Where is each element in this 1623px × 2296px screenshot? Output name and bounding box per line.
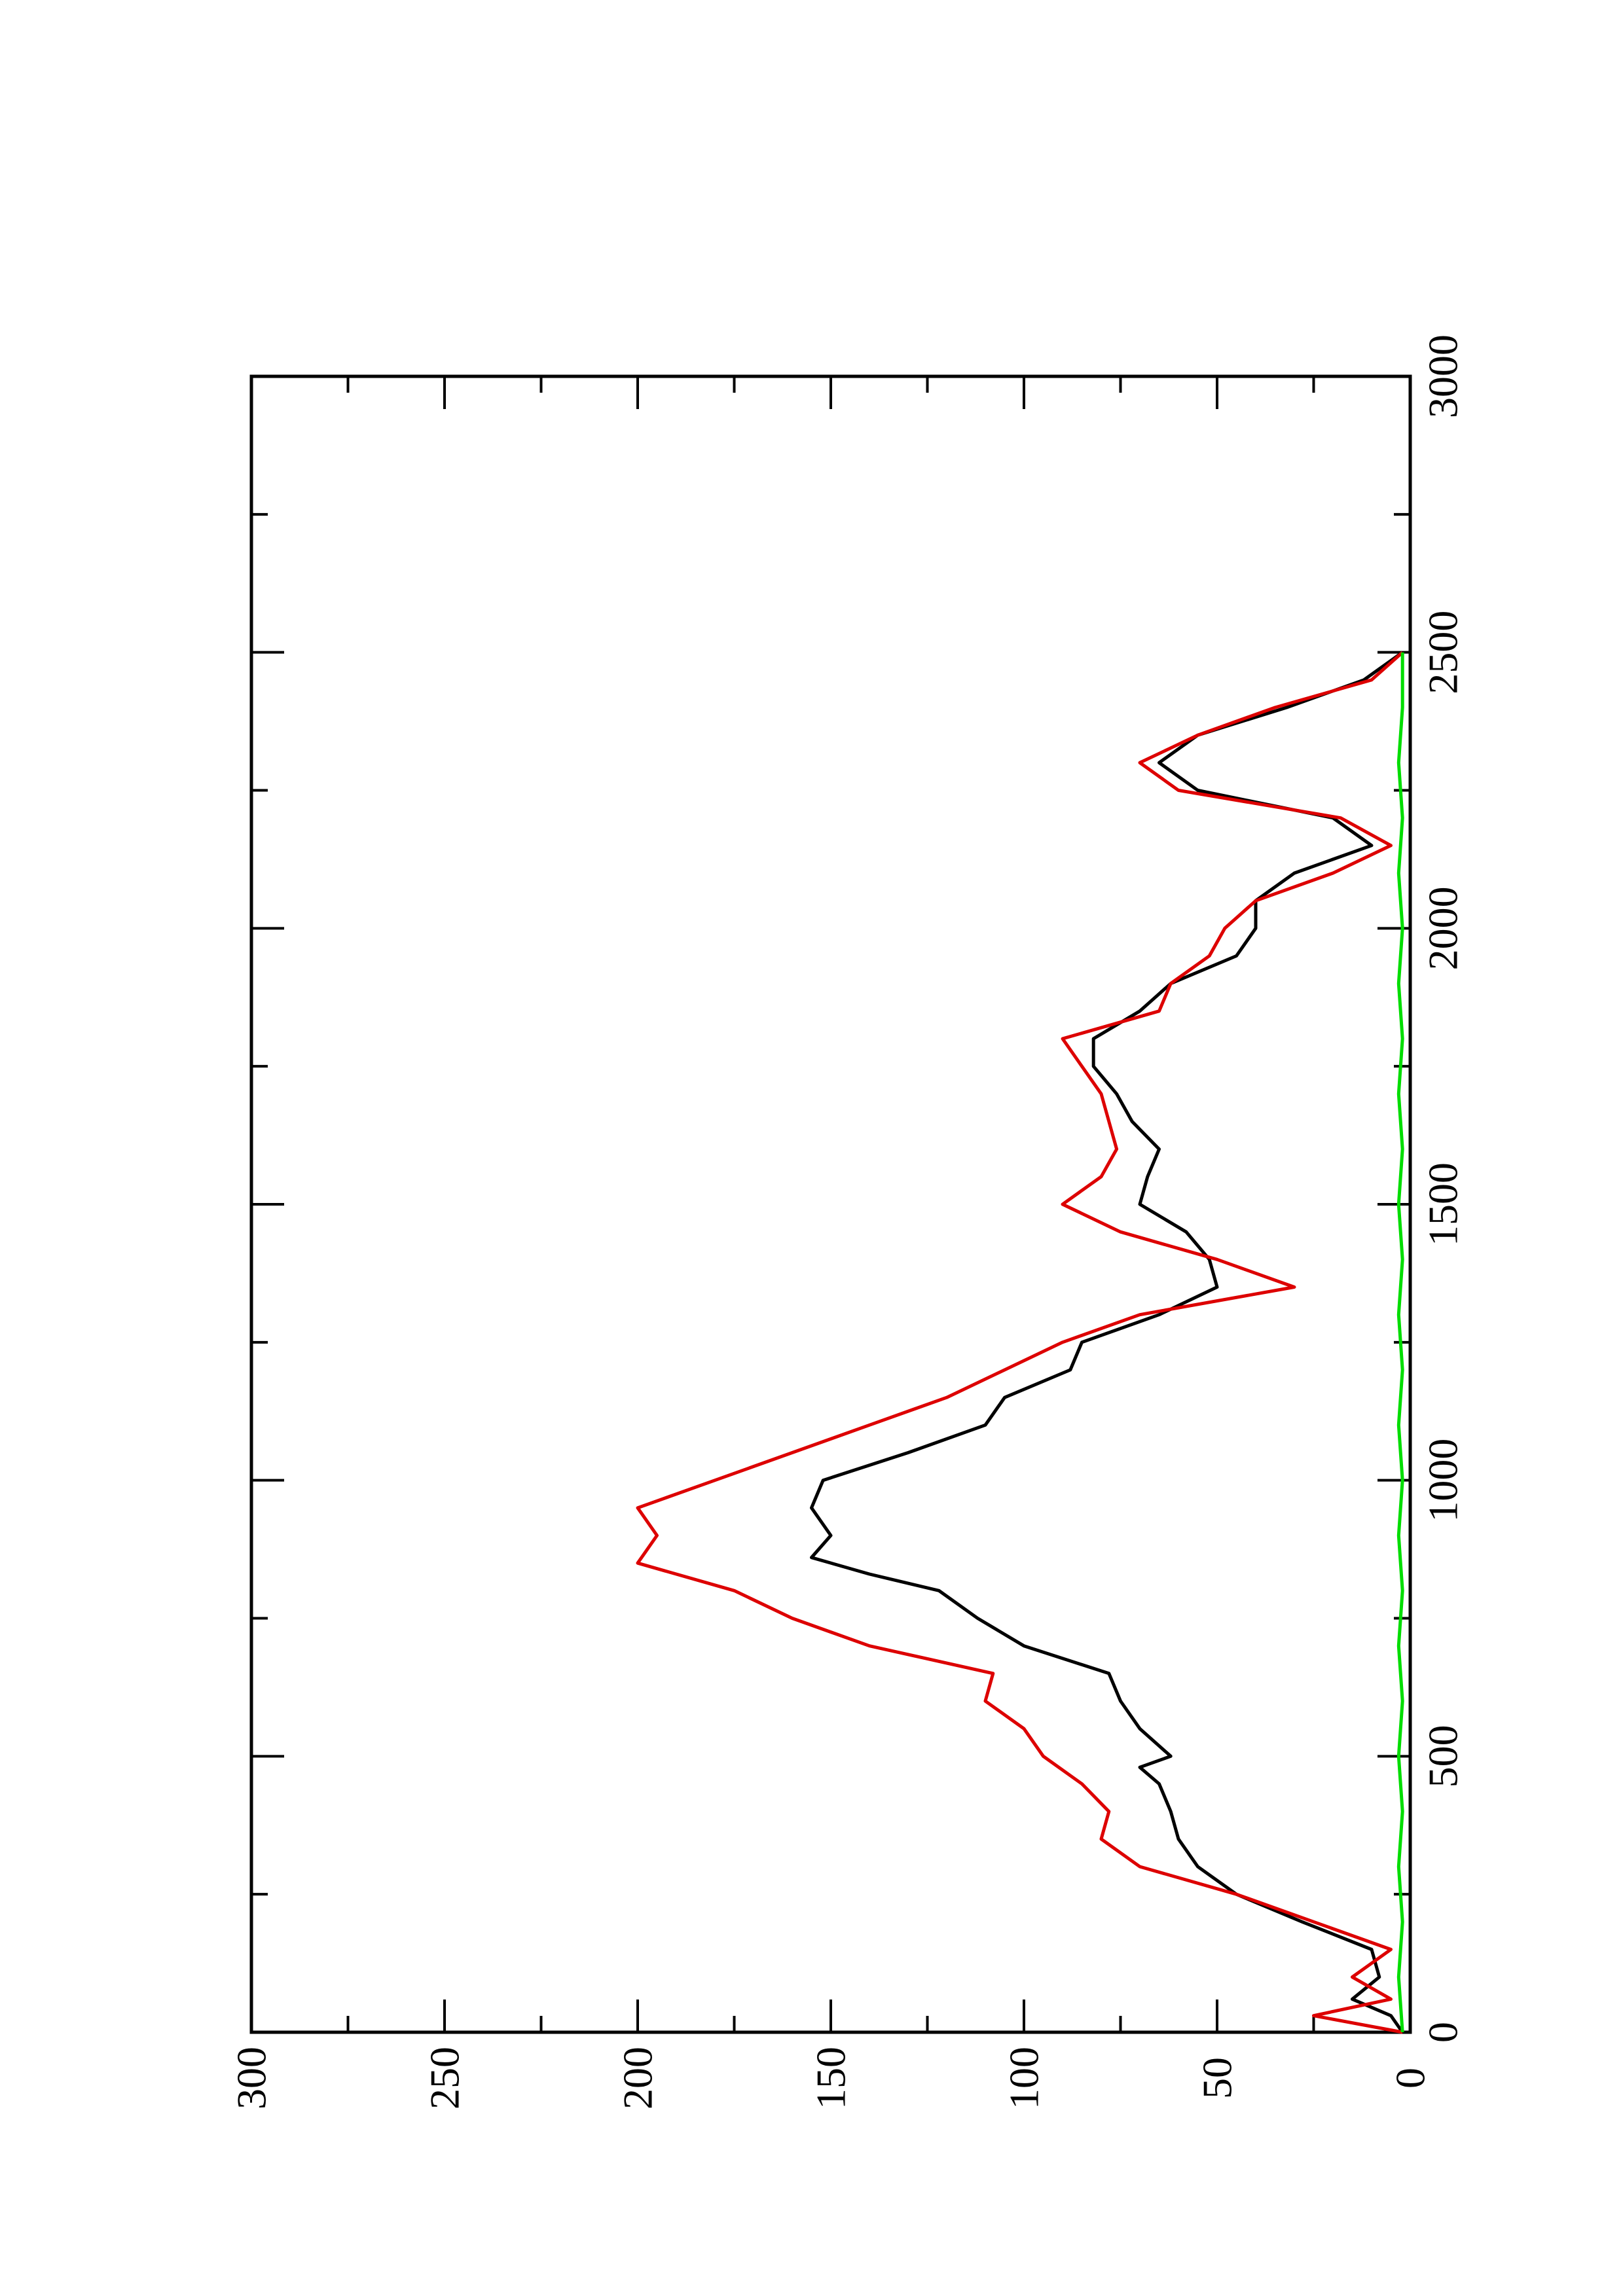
x-tick-label: 1000 [1420, 1439, 1467, 1522]
tick-labels: 0 500 1000 1500 2000 2500 3000 0 50 100 150 200 250 3… [228, 334, 1467, 2109]
y-tick-label: 0 [1387, 2068, 1434, 2089]
series-line-3 [1396, 652, 1404, 2033]
x-tick-label: 3000 [1420, 334, 1467, 418]
series-line-2 [636, 651, 1404, 2034]
x-tick-label: 2500 [1420, 611, 1467, 694]
x-tick-label: 2000 [1420, 886, 1467, 970]
y-tick-label: 150 [808, 2047, 854, 2109]
series-lines [636, 651, 1404, 2034]
x-tick-label: 1500 [1420, 1162, 1467, 1246]
y-tick-label: 200 [615, 2047, 661, 2109]
series-line-1 [810, 651, 1404, 2034]
x-tick-label: 500 [1420, 1725, 1467, 1787]
y-tick-label: 100 [1001, 2047, 1048, 2109]
plot-frame [249, 374, 1412, 2034]
y-tick-label: 300 [228, 2047, 275, 2109]
y-tick-label: 250 [422, 2047, 468, 2109]
y-tick-label: 50 [1194, 2057, 1241, 2099]
x-tick-label: 0 [1420, 2022, 1467, 2043]
axis-ticks [250, 375, 1412, 2034]
